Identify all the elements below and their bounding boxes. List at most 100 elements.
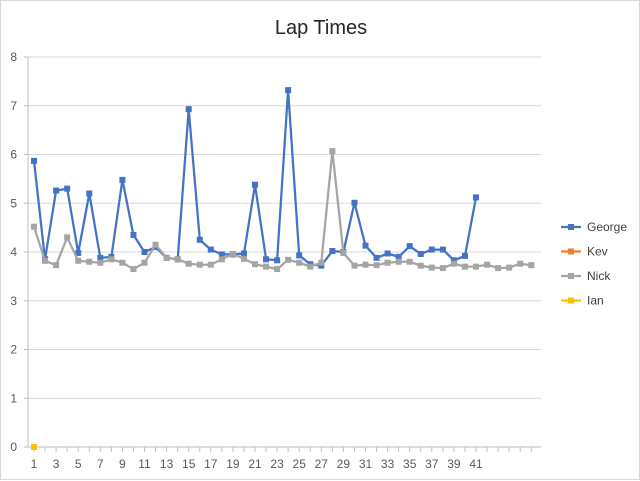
data-point-george xyxy=(86,190,93,197)
data-point-nick xyxy=(108,256,115,263)
data-point-george xyxy=(285,87,292,94)
y-tick-label: 6 xyxy=(10,148,17,162)
data-point-nick xyxy=(263,263,270,270)
data-point-nick xyxy=(428,264,435,271)
data-point-nick xyxy=(395,258,402,265)
data-point-nick xyxy=(86,258,93,265)
y-tick-label: 4 xyxy=(10,245,17,259)
x-tick-label: 21 xyxy=(248,457,262,471)
data-point-george xyxy=(373,254,380,261)
data-point-george xyxy=(97,254,104,261)
series-nick xyxy=(31,148,535,273)
data-point-nick xyxy=(495,265,502,272)
x-tick-label: 37 xyxy=(425,457,439,471)
data-point-george xyxy=(450,257,457,264)
data-point-nick xyxy=(141,259,148,266)
x-tick-label: 9 xyxy=(119,457,126,471)
x-tick-label: 7 xyxy=(97,457,104,471)
legend-item-kev: Kev xyxy=(561,245,608,259)
data-point-nick xyxy=(119,259,126,266)
chart-title: Lap Times xyxy=(275,17,367,39)
legend-label-ian: Ian xyxy=(587,294,604,308)
x-tick-label: 17 xyxy=(204,457,218,471)
series-george xyxy=(31,87,479,269)
data-point-nick xyxy=(362,261,369,268)
data-point-nick xyxy=(373,262,380,269)
legend-marker-nick xyxy=(568,273,574,279)
x-tick-label: 27 xyxy=(315,457,329,471)
data-point-george xyxy=(185,106,192,113)
data-point-nick xyxy=(439,265,446,272)
data-point-george xyxy=(31,157,37,164)
legend-label-george: George xyxy=(587,220,627,234)
x-tick-label: 15 xyxy=(182,457,196,471)
data-point-george xyxy=(207,246,214,253)
series-line-george xyxy=(32,88,478,267)
y-tick-label: 2 xyxy=(10,343,17,357)
data-point-nick xyxy=(130,266,137,273)
data-point-nick xyxy=(473,263,479,270)
data-point-ian xyxy=(31,444,37,450)
data-point-nick xyxy=(461,263,468,270)
data-point-nick xyxy=(506,264,513,271)
y-tick-label: 7 xyxy=(10,99,17,113)
data-point-nick xyxy=(517,260,524,267)
data-point-george xyxy=(406,243,413,250)
data-point-george xyxy=(130,231,137,238)
data-point-nick xyxy=(274,266,281,273)
data-point-george xyxy=(296,252,303,259)
data-point-george xyxy=(428,246,435,253)
data-point-george xyxy=(461,252,468,259)
data-point-nick xyxy=(384,259,391,266)
legend-item-ian: Ian xyxy=(561,294,604,308)
data-point-nick xyxy=(406,258,413,265)
legend-marker-kev xyxy=(568,248,574,255)
data-point-george xyxy=(274,257,281,264)
data-point-nick xyxy=(218,256,225,263)
data-point-george xyxy=(384,250,391,257)
x-tick-label: 19 xyxy=(226,457,240,471)
x-tick-label: 5 xyxy=(75,457,82,471)
data-point-nick xyxy=(53,262,60,269)
series-ian xyxy=(31,444,37,450)
x-tick-label: 11 xyxy=(138,457,151,471)
data-point-nick xyxy=(252,261,258,268)
x-tick-label: 35 xyxy=(403,457,417,471)
legend-marker-george xyxy=(568,224,574,230)
y-tick-label: 0 xyxy=(10,440,17,454)
legend-marker-ian xyxy=(568,297,574,304)
data-point-george xyxy=(362,242,369,249)
data-point-nick xyxy=(318,259,325,266)
data-point-george xyxy=(329,248,336,255)
series-line-nick xyxy=(32,149,532,271)
x-tick-label: 25 xyxy=(293,457,307,471)
series-plot-area xyxy=(31,87,535,450)
data-point-nick xyxy=(528,262,535,269)
data-point-george xyxy=(75,249,82,256)
x-tick-label: 13 xyxy=(160,457,174,471)
data-point-nick xyxy=(207,261,214,268)
legend-label-nick: Nick xyxy=(587,269,611,283)
data-point-nick xyxy=(484,261,491,268)
data-point-nick xyxy=(97,259,104,266)
x-tick-label: 3 xyxy=(53,457,60,471)
data-point-nick xyxy=(285,256,292,263)
data-point-george xyxy=(439,246,446,253)
legend-label-kev: Kev xyxy=(587,245,608,259)
x-tick-label: 29 xyxy=(337,457,351,471)
data-point-george xyxy=(218,251,225,258)
legend: George Kev Nick Ian xyxy=(561,220,627,308)
data-point-nick xyxy=(417,262,424,269)
data-point-george xyxy=(351,199,358,206)
data-point-nick xyxy=(152,241,159,248)
x-tick-label: 1 xyxy=(31,457,38,471)
x-tick-label: 41 xyxy=(469,457,483,471)
data-point-nick xyxy=(240,255,247,262)
data-point-george xyxy=(473,194,479,201)
data-point-george xyxy=(240,250,247,257)
data-point-nick xyxy=(42,257,49,264)
data-point-george xyxy=(417,250,424,257)
x-tick-label: 23 xyxy=(270,457,284,471)
y-tick-label: 5 xyxy=(10,196,17,210)
